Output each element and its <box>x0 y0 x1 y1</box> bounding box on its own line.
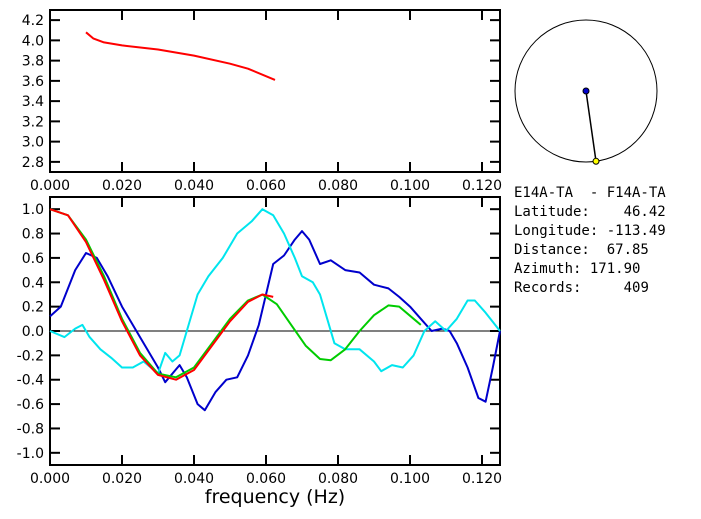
series-red-line <box>49 208 274 381</box>
y-tick-label: 4.0 <box>22 33 44 49</box>
distance-label: Distance: <box>514 242 590 258</box>
latitude-value: 46.42 <box>623 204 666 220</box>
x-tick-label: 0.100 <box>390 471 430 487</box>
y-tick-label: 4.2 <box>22 13 44 29</box>
x-tick-label: 0.020 <box>102 471 142 487</box>
x-tick-label: 0.100 <box>390 178 430 194</box>
longitude-label: Longitude: <box>514 223 599 239</box>
y-tick-label: 0.6 <box>22 251 44 267</box>
x-tick-label: 0.080 <box>318 178 358 194</box>
y-tick-label: 3.2 <box>22 114 44 130</box>
azimuth-line <box>585 90 597 162</box>
station-center-dot <box>582 87 590 95</box>
azimuth-end-dot <box>592 157 600 165</box>
y-tick-label: 3.0 <box>22 135 44 151</box>
y-tick-label: -0.4 <box>17 373 44 389</box>
azimuth-value: 171.90 <box>589 261 641 277</box>
y-tick-label: 1.0 <box>22 202 44 218</box>
y-tick-label: 2.8 <box>22 155 44 171</box>
series-cyan-line <box>49 208 501 375</box>
y-tick-label: -0.6 <box>17 397 44 413</box>
y-tick-label: 3.8 <box>22 54 44 70</box>
azimuth-label: Azimuth: <box>514 261 582 277</box>
x-tick-label: 0.040 <box>174 471 214 487</box>
top-plot-frame <box>49 9 501 173</box>
longitude-value: -113.49 <box>606 223 666 239</box>
records-value: 409 <box>623 280 649 296</box>
x-tick-label: 0.020 <box>102 178 142 194</box>
x-axis-label: frequency (Hz) <box>205 486 345 508</box>
series-green-line <box>49 208 422 379</box>
y-tick-label: -1.0 <box>17 446 44 462</box>
station-pair: E14A-TA - F14A-TA <box>514 185 666 201</box>
x-tick-label: 0.060 <box>246 471 286 487</box>
y-tick-label: 0.0 <box>22 324 44 340</box>
station-info: E14A-TA - F14A-TA Latitude: 46.42 Longitud… <box>514 184 666 298</box>
x-tick-label: 0.000 <box>30 471 70 487</box>
y-tick-label: -0.2 <box>17 348 44 364</box>
x-tick-label: 0.120 <box>462 178 502 194</box>
azimuth-circle <box>514 19 658 163</box>
x-tick-label: 0.080 <box>318 471 358 487</box>
series-red-line <box>85 31 276 81</box>
x-tick-label: 0.120 <box>462 471 502 487</box>
x-tick-label: 0.040 <box>174 178 214 194</box>
y-tick-label: 0.8 <box>22 227 44 243</box>
series-blue-line <box>49 230 501 412</box>
y-tick-label: 3.4 <box>22 94 44 110</box>
distance-value: 67.85 <box>606 242 649 258</box>
x-tick-label: 0.060 <box>246 178 286 194</box>
x-tick-label: 0.000 <box>30 178 70 194</box>
latitude-label: Latitude: <box>514 204 590 220</box>
y-tick-label: 3.6 <box>22 74 44 90</box>
y-tick-label: 0.4 <box>22 275 44 291</box>
y-tick-label: -0.8 <box>17 421 44 437</box>
records-label: Records: <box>514 280 582 296</box>
y-tick-label: 0.2 <box>22 300 44 316</box>
